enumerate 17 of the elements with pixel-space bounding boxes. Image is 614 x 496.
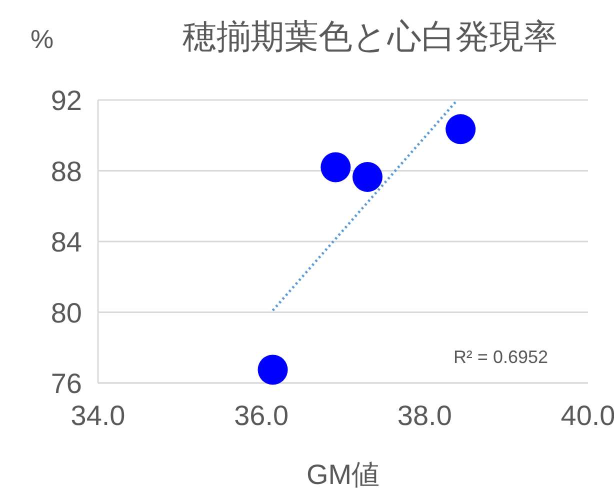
- y-tick-label: 92: [50, 85, 82, 116]
- y-tick-label: 76: [50, 368, 82, 399]
- x-tick-label: 36.0: [234, 400, 289, 431]
- x-tick-label: 34.0: [70, 400, 126, 431]
- x-axis-title: GM値: [306, 459, 380, 490]
- point: [352, 162, 382, 192]
- chart-title: 穂揃期葉色と心白発現率: [182, 18, 558, 56]
- annotation: R² = 0.6952: [453, 347, 548, 367]
- point: [258, 354, 288, 385]
- y-tick-label: 84: [50, 226, 82, 258]
- point: [320, 152, 351, 182]
- y-tick-label: 88: [50, 156, 82, 187]
- y-axis-title: %: [30, 24, 54, 54]
- y-tick-label: 80: [50, 297, 82, 328]
- x-tick-label: 38.0: [397, 400, 452, 431]
- x-tick-label: 40.0: [560, 400, 614, 431]
- point: [446, 114, 476, 144]
